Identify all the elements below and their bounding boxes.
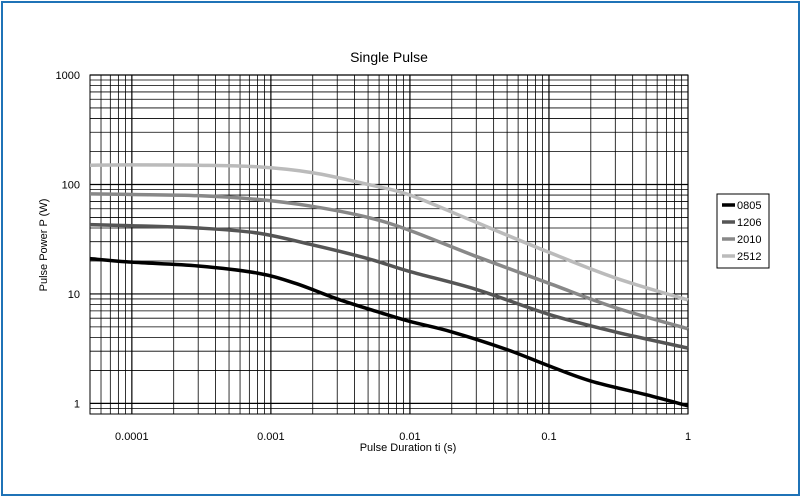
legend-label-2512: 2512 <box>737 251 761 263</box>
x-tick-label: 0.01 <box>399 431 420 443</box>
y-axis-label: Pulse Power P (W) <box>38 199 50 292</box>
series-line-2010 <box>89 192 689 331</box>
legend-label-2010: 2010 <box>737 234 761 246</box>
y-tick-label: 1 <box>74 398 80 410</box>
chart-title: Single Pulse <box>350 49 428 65</box>
x-tick-label: 0.001 <box>257 431 285 443</box>
legend-label-1206: 1206 <box>737 217 761 229</box>
y-tick-label: 1000 <box>56 70 80 82</box>
axis-tick-labels: 0.0001 0.001 0.01 0.1 1 1 10 100 1000 <box>56 70 692 443</box>
x-tick-label: 0.0001 <box>115 431 149 443</box>
plot-area-border <box>89 74 689 415</box>
legend-label-0805: 0805 <box>737 200 761 212</box>
series-layer <box>89 163 689 408</box>
plot-grid <box>89 74 689 415</box>
y-tick-label: 100 <box>62 179 80 191</box>
x-tick-label: 0.1 <box>541 431 556 443</box>
series-line-1206 <box>89 222 689 350</box>
series-line-0805 <box>89 256 689 408</box>
y-tick-label: 10 <box>68 289 80 301</box>
legend: 0805 1206 2010 2512 <box>716 193 770 269</box>
series-line-2512 <box>89 163 689 302</box>
x-tick-label: 1 <box>685 431 691 443</box>
x-axis-label: Pulse Duration ti (s) <box>360 442 457 454</box>
